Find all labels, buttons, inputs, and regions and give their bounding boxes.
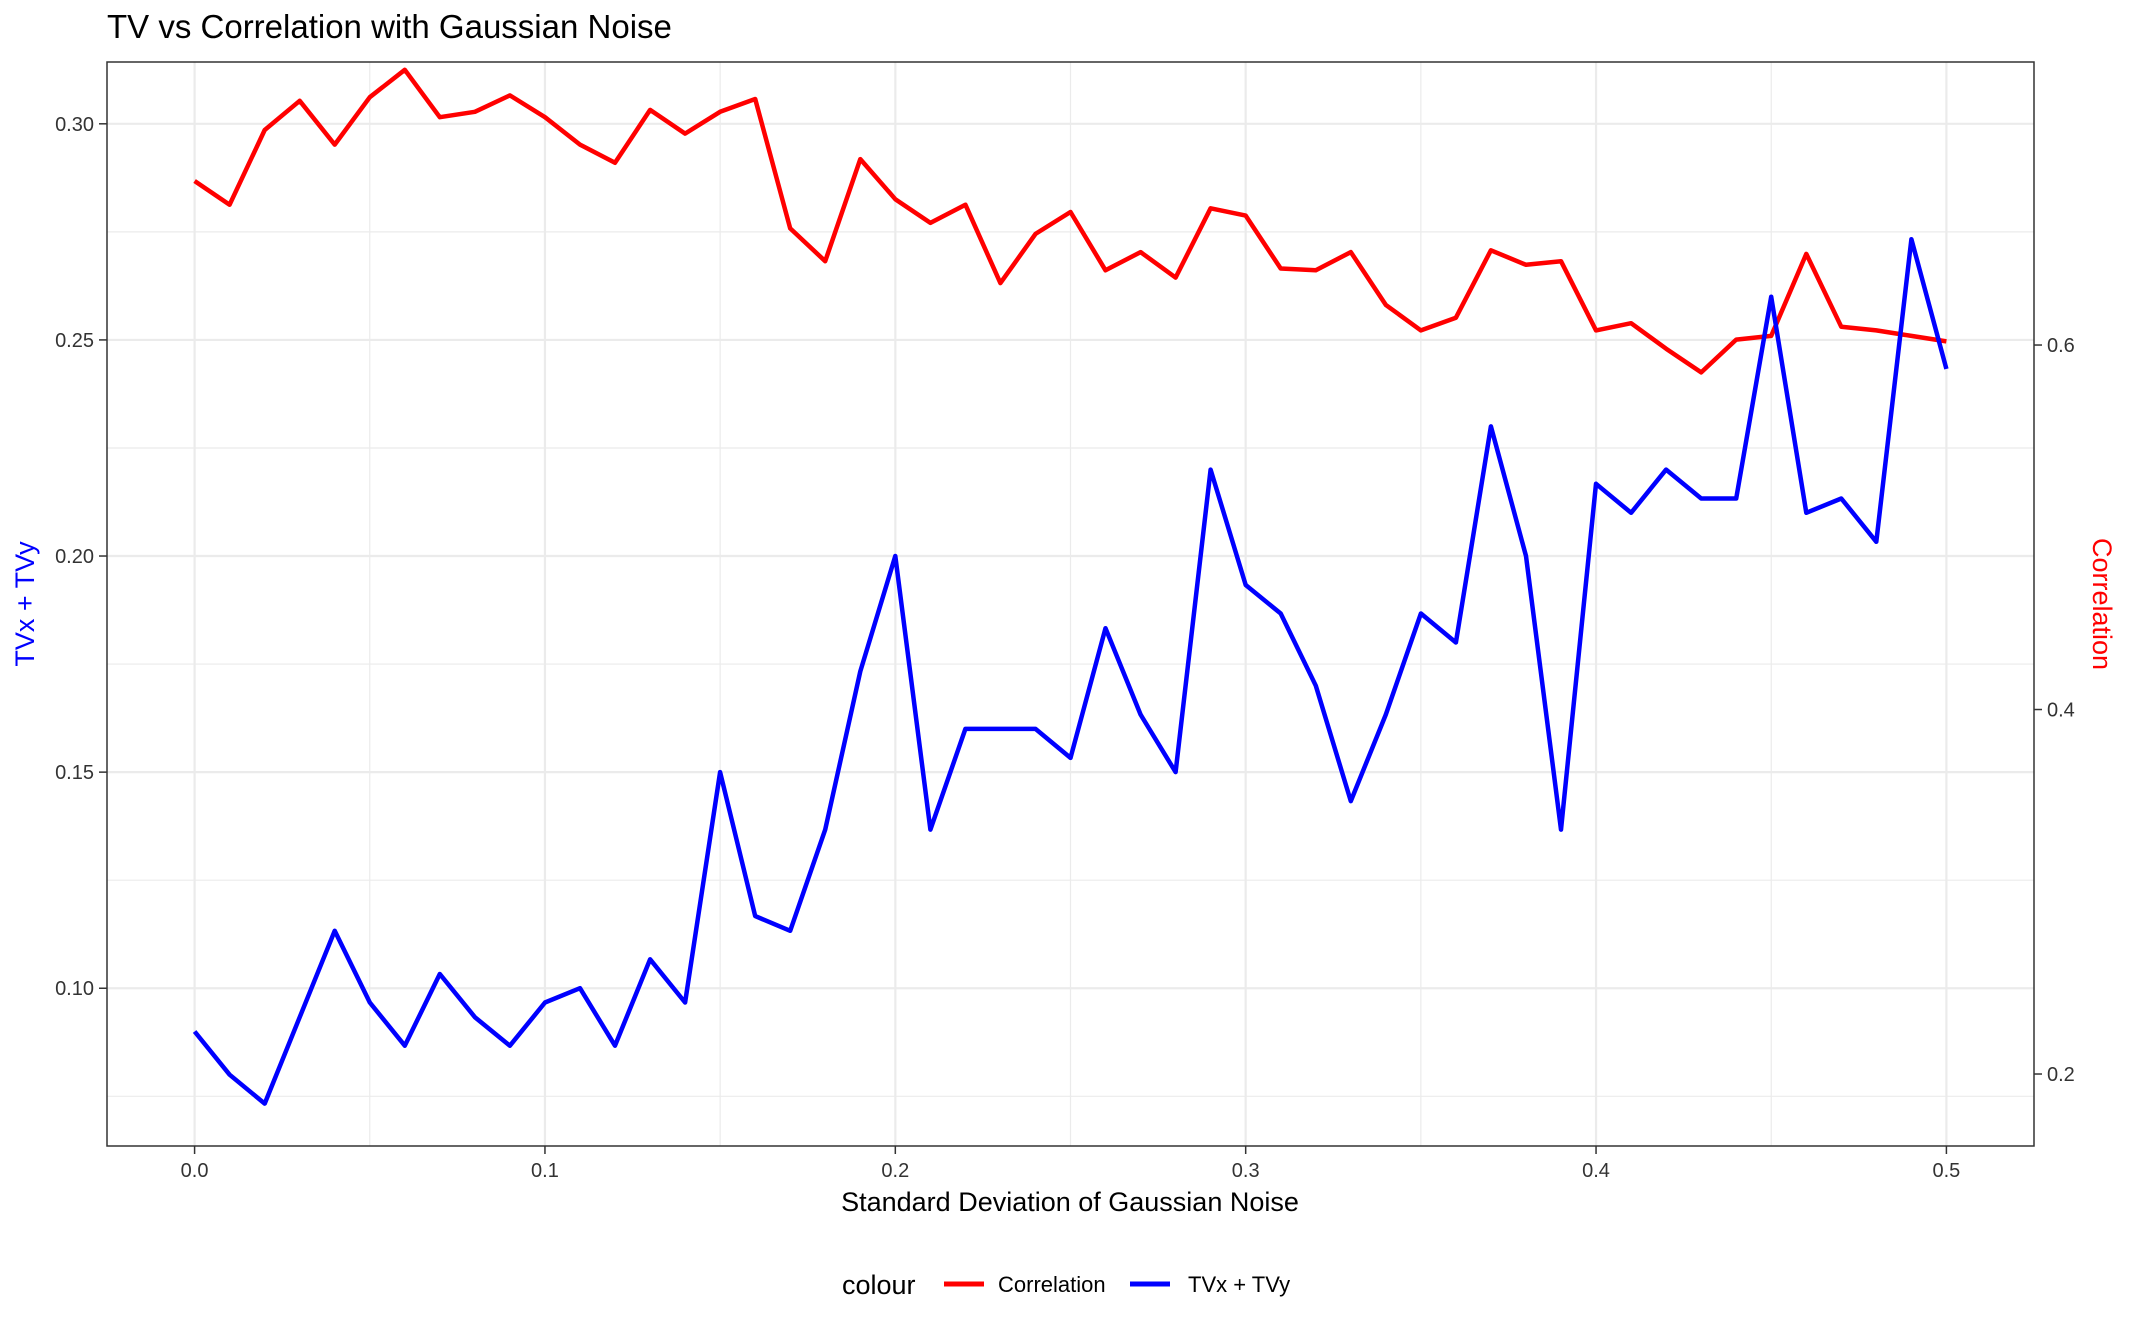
plot-border: [106, 61, 2035, 1147]
series-layer: [192, 67, 1949, 1106]
legend-title: colour: [842, 1270, 916, 1300]
left-y-tick-label: 0.30: [55, 114, 94, 136]
grid: [107, 62, 2034, 1146]
legend: colour Correlation TVx + TVy: [842, 1270, 1290, 1300]
left-y-axis: 0.10 0.15 0.20 0.25 0.30: [55, 114, 107, 1000]
x-tick-label: 0.0: [181, 1160, 209, 1182]
chart-title: TV vs Correlation with Gaussian Noise: [107, 8, 672, 45]
x-tick-label: 0.1: [531, 1160, 559, 1182]
left-y-tick-label: 0.10: [55, 978, 94, 1000]
x-tick-label: 0.5: [1933, 1160, 1961, 1182]
series-line-tvx-tvy: [192, 236, 1949, 1106]
right-y-axis-title: Correlation: [2087, 538, 2117, 670]
right-y-tick-label: 0.2: [2047, 1064, 2075, 1086]
left-y-axis-title: TVx + TVy: [10, 541, 40, 667]
x-axis: 0.0 0.1 0.2 0.3 0.4 0.5: [181, 1146, 1961, 1182]
left-y-tick-label: 0.20: [55, 546, 94, 568]
x-tick-label: 0.4: [1582, 1160, 1610, 1182]
right-y-tick-label: 0.4: [2047, 700, 2075, 722]
left-y-tick-label: 0.15: [55, 762, 94, 784]
left-y-tick-label: 0.25: [55, 330, 94, 352]
x-tick-label: 0.2: [881, 1160, 909, 1182]
x-tick-label: 0.3: [1232, 1160, 1260, 1182]
legend-label-correlation: Correlation: [998, 1272, 1106, 1297]
right-y-tick-label: 0.6: [2047, 335, 2075, 357]
right-y-axis: 0.2 0.4 0.6: [2034, 335, 2075, 1086]
series-line-correlation: [193, 67, 1947, 375]
legend-label-tv: TVx + TVy: [1188, 1272, 1290, 1297]
x-axis-title: Standard Deviation of Gaussian Noise: [841, 1187, 1299, 1217]
